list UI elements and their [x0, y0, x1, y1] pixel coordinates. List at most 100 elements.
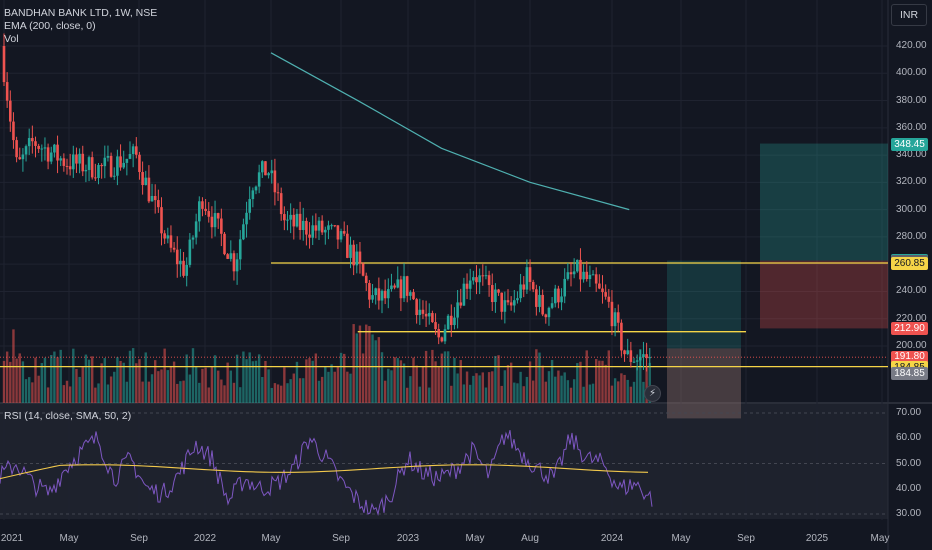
volume-bar: [254, 360, 258, 403]
volume-bar: [169, 365, 173, 403]
volume-bar: [119, 360, 122, 403]
candle-body: [185, 264, 188, 276]
rsi-ma-line: [0, 464, 649, 480]
volume-bar: [481, 372, 484, 403]
volume-bar: [532, 380, 535, 403]
candle-body: [75, 154, 78, 164]
time-tick-label: Aug: [521, 533, 539, 544]
lightning-bolt-icon[interactable]: ⚡: [644, 385, 661, 402]
volume-bar: [100, 363, 103, 403]
candle-body: [245, 212, 248, 225]
volume-bar: [576, 363, 579, 403]
volume-bar: [424, 350, 428, 403]
candle-body: [311, 225, 314, 238]
volume-bar: [106, 384, 110, 403]
candle-body: [157, 200, 160, 208]
volume-bar: [648, 362, 651, 403]
volume-bar: [383, 380, 387, 403]
hline-upper-label: 260.85: [891, 257, 928, 271]
candle-body: [352, 244, 355, 266]
volume-bar: [446, 351, 450, 403]
candle-body: [626, 350, 629, 355]
volume-bar: [371, 334, 374, 403]
candle-body: [276, 192, 280, 194]
price-tick-label: 400.00: [896, 67, 927, 79]
candle-body: [188, 239, 192, 265]
candle-body: [393, 285, 396, 288]
candle-body: [468, 280, 472, 289]
volume-bar: [343, 353, 346, 403]
candle-body: [320, 220, 324, 233]
volume-bar: [538, 352, 541, 403]
volume-bar: [37, 375, 40, 403]
volume-bar: [280, 385, 283, 403]
volume-bar: [418, 386, 421, 403]
candle-body: [361, 263, 365, 276]
rsi-legend[interactable]: RSI (14, close, SMA, 50, 2): [4, 410, 132, 422]
candle-body: [119, 156, 122, 168]
volume-bar: [229, 370, 232, 403]
volume-bar: [198, 382, 201, 403]
volume-bar: [131, 348, 135, 403]
volume-bar: [24, 379, 28, 403]
volume-bar: [327, 371, 330, 403]
volume-bar: [21, 361, 25, 403]
volume-bar: [46, 387, 50, 403]
candle-body: [283, 214, 286, 221]
candle-body: [324, 229, 327, 233]
candle-body: [440, 337, 444, 342]
currency-button[interactable]: INR: [891, 4, 927, 26]
volume-legend[interactable]: Vol: [4, 33, 19, 45]
candle-body: [53, 144, 56, 153]
volume-bar: [191, 348, 195, 403]
volume-bar: [289, 379, 292, 403]
candle-body: [383, 290, 387, 299]
volume-bar: [172, 361, 176, 403]
volume-bar: [487, 372, 491, 403]
candle-body: [450, 315, 453, 326]
time-tick-label: May: [59, 533, 79, 544]
volume-bar: [65, 380, 69, 403]
symbol-legend[interactable]: BANDHAN BANK LTD, 1W, NSE: [4, 7, 158, 19]
candle-body: [150, 196, 154, 202]
candle-body: [475, 277, 478, 283]
volume-bar: [15, 358, 18, 403]
candle-body: [522, 284, 526, 290]
candle-body: [131, 146, 135, 155]
candle-body: [5, 82, 9, 101]
candle-body: [295, 213, 299, 227]
candle-body: [298, 213, 302, 231]
candle-body: [604, 292, 607, 297]
candle-body: [94, 177, 97, 179]
volume-bar: [5, 351, 9, 403]
target-zone: [760, 143, 888, 261]
volume-bar: [220, 379, 223, 403]
candle-body: [509, 302, 513, 306]
candle-body: [314, 225, 318, 231]
candle-body: [635, 360, 639, 362]
candle-body: [103, 157, 107, 167]
volume-bar: [610, 385, 614, 403]
volume-bar: [509, 362, 513, 403]
volume-bar: [554, 376, 557, 403]
ema-legend[interactable]: EMA (200, close, 0): [4, 20, 96, 32]
candle-body: [9, 100, 12, 122]
candle-body: [248, 199, 251, 213]
candle-body: [616, 312, 620, 323]
volume-bar: [239, 387, 242, 403]
volume-bar: [522, 386, 525, 403]
candle-body: [49, 152, 53, 162]
candle-body: [15, 140, 18, 158]
candle-body: [267, 173, 270, 176]
time-tick-label: 2021: [0, 533, 24, 544]
candle-body: [128, 154, 132, 159]
candle-body: [355, 251, 359, 266]
candle-body: [72, 154, 75, 170]
candle-body: [62, 158, 66, 166]
candle-body: [629, 350, 633, 362]
volume-bar: [377, 337, 381, 403]
volume-bar: [257, 354, 261, 403]
candle-body: [31, 138, 34, 142]
candle-body: [336, 225, 340, 240]
